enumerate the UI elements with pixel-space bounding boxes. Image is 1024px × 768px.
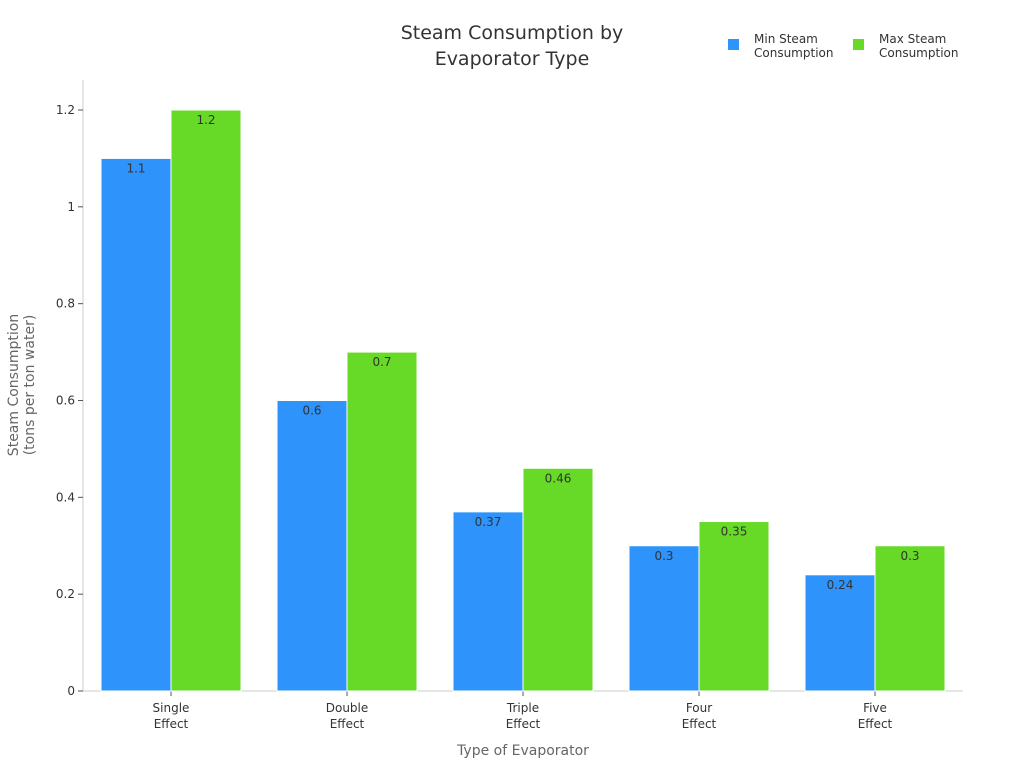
bar-min (452, 511, 524, 692)
bar-min (100, 157, 172, 692)
data-label: 0.24 (827, 578, 854, 592)
x-axis-title: Type of Evaporator (456, 743, 589, 759)
bar-min (628, 545, 700, 692)
x-tick-label: Effect (506, 717, 541, 731)
legend-label-line: Consumption (754, 46, 834, 60)
bar-max (698, 521, 770, 692)
data-label: 0.7 (372, 355, 391, 369)
chart-title: Steam Consumption by Evaporator Type (362, 20, 662, 72)
y-tick-label: 0.2 (56, 587, 75, 601)
x-tick-label: Effect (330, 717, 365, 731)
legend-label-line: Min Steam (754, 32, 818, 46)
y-tick-label: 0.6 (56, 394, 75, 408)
bar-max (522, 467, 594, 692)
x-tick-label: Single (153, 701, 190, 715)
legend-label-line: Max Steam (879, 32, 947, 46)
y-tick-label: 0.4 (56, 490, 75, 504)
data-label: 0.3 (900, 549, 919, 563)
data-label: 1.1 (126, 161, 145, 175)
legend-swatch-min (728, 39, 739, 50)
legend-label-max: Max Steam Consumption (879, 32, 989, 60)
bar-max (170, 109, 242, 692)
chart-title-line: Evaporator Type (434, 48, 590, 70)
x-tick-label: Double (326, 701, 369, 715)
y-axis-title: Steam Consumption (6, 314, 22, 456)
y-tick-label: 0 (67, 684, 75, 698)
legend-label-min: Min Steam Consumption (754, 32, 864, 60)
x-tick-label: Effect (858, 717, 893, 731)
x-tick-label: Effect (154, 717, 189, 731)
chart-title-line: Steam Consumption by (400, 22, 624, 44)
x-tick-label: Effect (682, 717, 717, 731)
data-label: 0.35 (721, 525, 748, 539)
data-label: 0.6 (302, 404, 321, 418)
bar-min (276, 400, 348, 692)
data-label: 0.46 (545, 471, 572, 485)
bar-min (804, 574, 876, 692)
bar-max (346, 351, 418, 692)
legend-swatch-max (853, 39, 864, 50)
y-tick-label: 1 (67, 200, 75, 214)
data-label: 1.2 (196, 113, 215, 127)
x-tick-label: Triple (506, 701, 539, 715)
bar-max (874, 545, 946, 692)
y-tick-label: 1.2 (56, 103, 75, 117)
y-axis-title: (tons per ton water) (22, 315, 38, 456)
legend-label-line: Consumption (879, 46, 959, 60)
y-tick-label: 0.8 (56, 297, 75, 311)
x-tick-label: Four (686, 701, 712, 715)
x-tick-label: Five (863, 701, 887, 715)
data-label: 0.3 (654, 549, 673, 563)
data-label: 0.37 (475, 515, 502, 529)
